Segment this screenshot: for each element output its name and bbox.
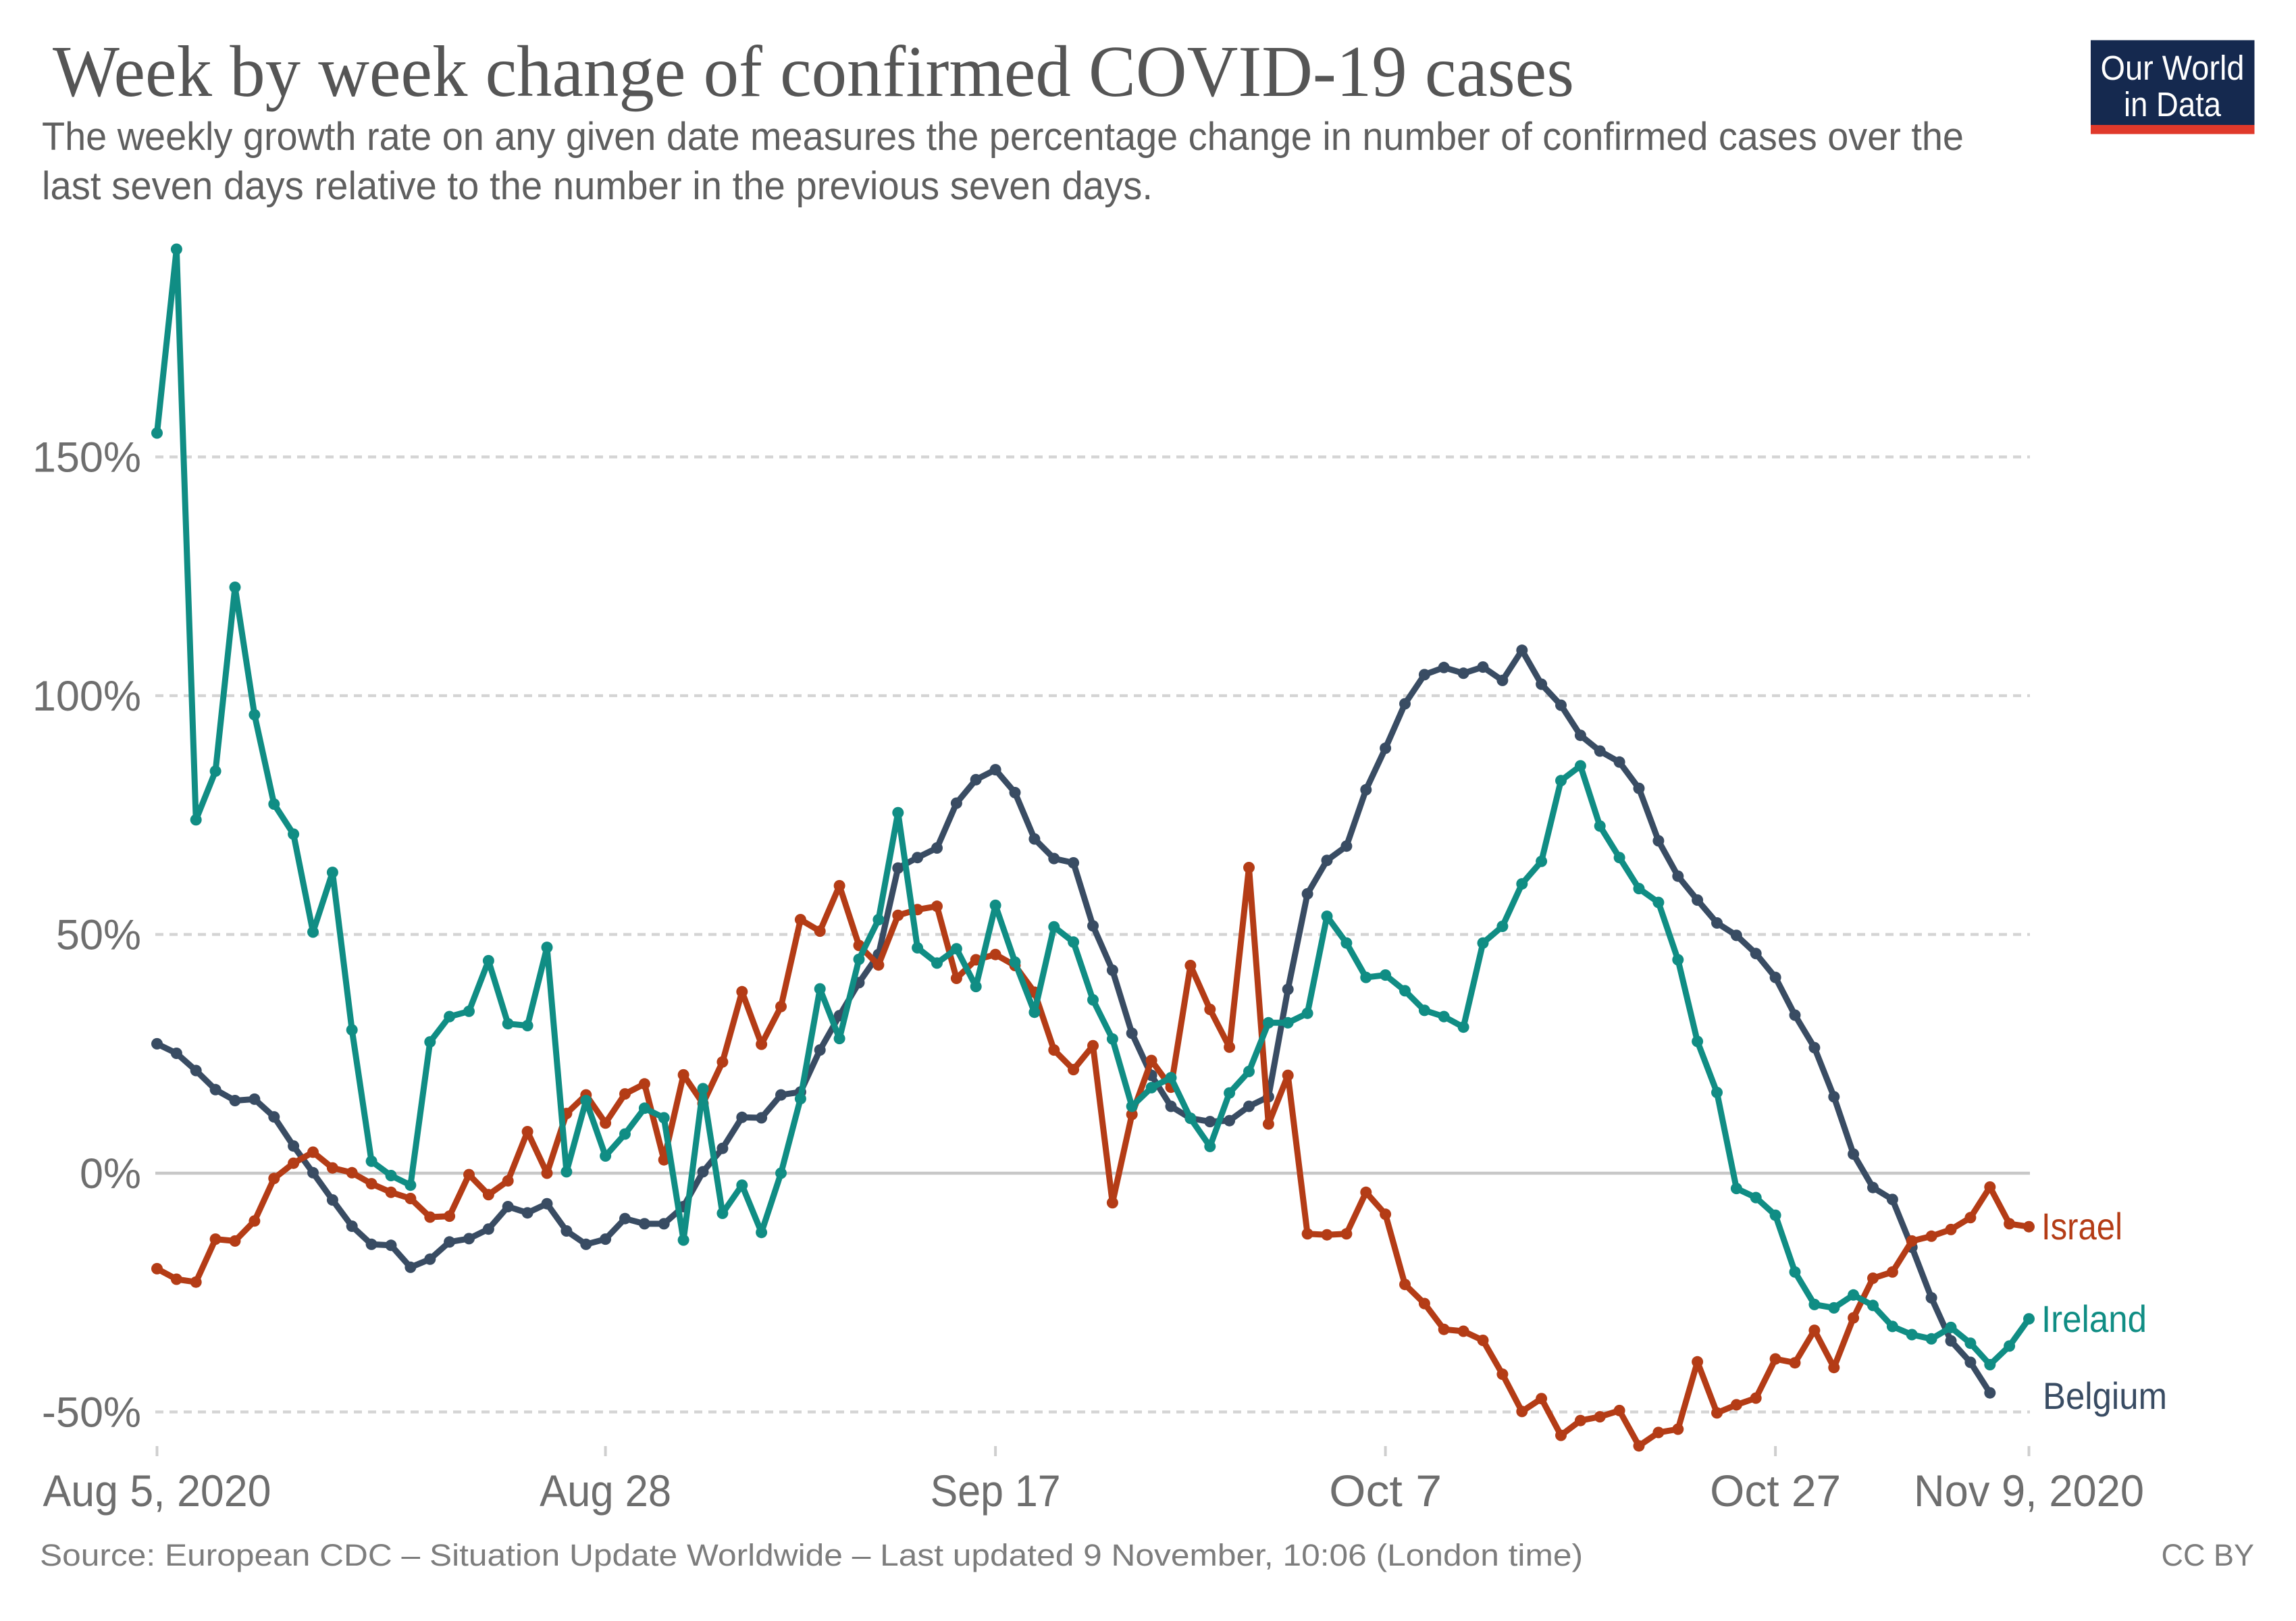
svg-text:Belgium: Belgium — [2043, 1374, 2167, 1417]
svg-text:CC BY: CC BY — [2161, 1538, 2254, 1572]
svg-text:Oct 27: Oct 27 — [1710, 1466, 1841, 1516]
svg-text:Nov 9, 2020: Nov 9, 2020 — [1914, 1466, 2144, 1516]
svg-text:Aug 28: Aug 28 — [540, 1466, 671, 1516]
svg-text:Ireland: Ireland — [2041, 1297, 2147, 1340]
svg-text:Sep 17: Sep 17 — [931, 1466, 1061, 1516]
svg-text:Our World: Our World — [2101, 49, 2245, 87]
svg-text:Aug 5, 2020: Aug 5, 2020 — [43, 1466, 271, 1516]
svg-text:50%: 50% — [56, 912, 141, 959]
svg-text:Oct 7: Oct 7 — [1329, 1466, 1442, 1516]
svg-text:The weekly growth rate on any: The weekly growth rate on any given date… — [42, 115, 1964, 159]
svg-text:Source: European CDC – Situati: Source: European CDC – Situation Update … — [40, 1538, 1583, 1572]
svg-text:Week by week change of confirm: Week by week change of confirmed COVID-1… — [53, 32, 1574, 112]
svg-text:100%: 100% — [32, 673, 141, 720]
svg-text:in Data: in Data — [2124, 85, 2222, 124]
svg-text:last seven days relative to th: last seven days relative to the number i… — [42, 164, 1153, 208]
svg-text:0%: 0% — [80, 1150, 141, 1198]
svg-text:-50%: -50% — [42, 1389, 141, 1437]
svg-text:Israel: Israel — [2041, 1205, 2122, 1247]
svg-text:150%: 150% — [32, 434, 141, 482]
